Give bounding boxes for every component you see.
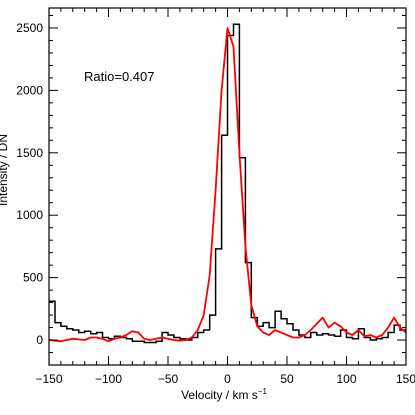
x-tick-label: 50 <box>280 372 294 386</box>
y-tick-label: 1000 <box>16 208 43 222</box>
y-tick-label: 2000 <box>16 83 43 97</box>
x-tick-label: 100 <box>336 372 356 386</box>
x-tick-label: 0 <box>224 372 231 386</box>
y-tick-label: 0 <box>36 333 43 347</box>
series-model-line <box>48 27 407 343</box>
x-tick-label: 150 <box>396 372 415 386</box>
x-axis-label: Velocity / km s−1 <box>181 387 267 402</box>
x-tick-label: −100 <box>95 372 122 386</box>
y-tick-label: 500 <box>23 271 43 285</box>
y-axis-label: Intensity / DN <box>0 134 10 206</box>
x-tick-label: −50 <box>158 372 179 386</box>
y-tick-label: 2500 <box>16 21 43 35</box>
chart-marks <box>48 23 407 344</box>
x-tick-label: −150 <box>35 372 62 386</box>
y-tick-label: 1500 <box>16 146 43 160</box>
ratio-annotation: Ratio=0.407 <box>84 69 154 84</box>
